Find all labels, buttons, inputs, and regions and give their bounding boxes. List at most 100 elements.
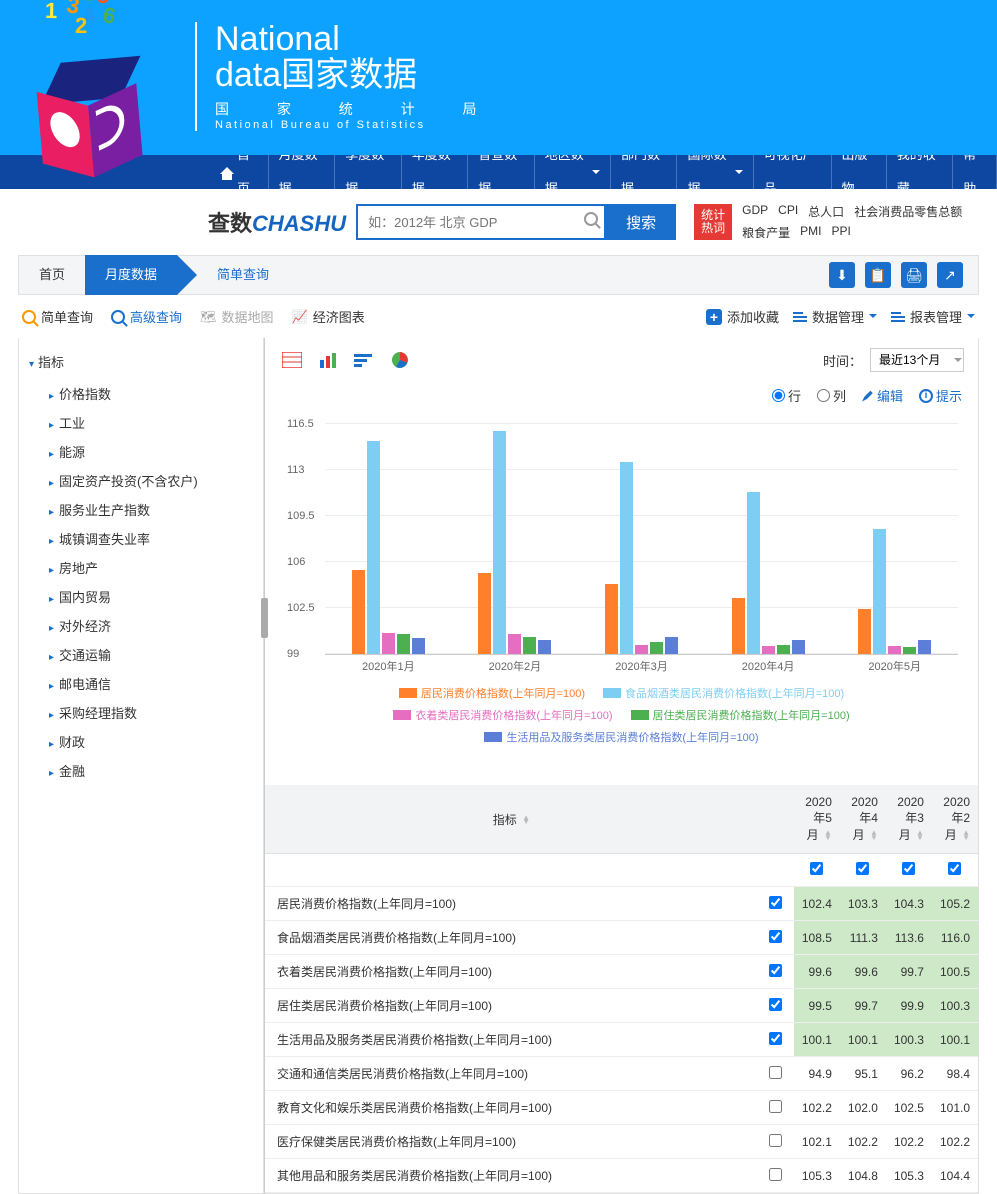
econ-chart-tool[interactable]: 📈经济图表 <box>292 307 365 326</box>
column-checkbox[interactable] <box>948 862 961 875</box>
search-input[interactable] <box>356 204 606 240</box>
legend-swatch <box>393 710 411 720</box>
y-axis-label: 116.5 <box>287 418 314 430</box>
sidebar-item[interactable]: 服务业生产指数 <box>49 495 253 524</box>
hot-word-link[interactable]: 总人口 <box>808 203 844 220</box>
table-row: 衣着类居民消费价格指数(上年同月=100)99.699.699.7100.5 <box>265 955 978 989</box>
edit-button[interactable]: 编辑 <box>862 386 903 405</box>
sidebar-root[interactable]: 指标 <box>29 352 253 371</box>
legend-item[interactable]: 食品烟酒类居民消费价格指数(上年同月=100) <box>603 685 844 701</box>
home-icon <box>220 166 234 178</box>
bar <box>888 646 901 654</box>
breadcrumb-current[interactable]: 月度数据 <box>85 255 177 295</box>
row-checkbox[interactable] <box>769 1032 782 1045</box>
hot-word-link[interactable]: 社会消费品零售总额 <box>854 203 962 220</box>
sidebar-item[interactable]: 金融 <box>49 756 253 785</box>
sidebar-item[interactable]: 工业 <box>49 408 253 437</box>
nav-item[interactable]: 季度数据 <box>335 155 402 189</box>
row-checkbox[interactable] <box>769 1100 782 1113</box>
hot-word-link[interactable]: GDP <box>742 203 768 220</box>
row-checkbox[interactable] <box>769 1134 782 1147</box>
search-icon <box>111 310 125 324</box>
row-radio[interactable]: 行 <box>772 386 801 405</box>
table-header[interactable]: 2020年2月 ▲▼ <box>932 785 978 854</box>
list-icon <box>891 312 905 322</box>
sidebar-item[interactable]: 国内贸易 <box>49 582 253 611</box>
nav-item[interactable]: 帮助 <box>953 155 997 189</box>
legend-item[interactable]: 居住类居民消费价格指数(上年同月=100) <box>631 707 850 723</box>
list-view-icon[interactable] <box>281 350 303 370</box>
sidebar-item[interactable]: 固定资产投资(不含农户) <box>49 466 253 495</box>
sidebar-item[interactable]: 房地产 <box>49 553 253 582</box>
bar <box>382 633 395 654</box>
nav-item[interactable]: 地区数据 <box>535 155 611 189</box>
legend-item[interactable]: 居民消费价格指数(上年同月=100) <box>399 685 585 701</box>
search-button[interactable]: 搜索 <box>606 204 676 240</box>
breadcrumb-home[interactable]: 首页 <box>19 255 85 295</box>
download-icon[interactable]: ⬇ <box>829 262 855 288</box>
nav-item[interactable]: 首页 <box>210 155 269 189</box>
report-mgmt-tool[interactable]: 报表管理 <box>891 307 975 326</box>
resize-handle[interactable] <box>261 598 268 638</box>
hot-word-link[interactable]: CPI <box>778 203 798 220</box>
col-radio[interactable]: 列 <box>817 386 846 405</box>
value-cell: 99.5 <box>794 989 840 1023</box>
table-row: 交通和通信类居民消费价格指数(上年同月=100)94.995.196.298.4 <box>265 1057 978 1091</box>
sort-icon[interactable] <box>353 350 375 370</box>
row-checkbox[interactable] <box>769 998 782 1011</box>
data-map-tool[interactable]: 🗺数据地图 <box>200 307 274 326</box>
bar <box>858 609 871 654</box>
row-checkbox[interactable] <box>769 1168 782 1181</box>
legend-swatch <box>399 688 417 698</box>
time-select[interactable]: 最近13个月 <box>870 348 964 372</box>
nav-item[interactable]: 国际数据 <box>677 155 753 189</box>
hot-word-link[interactable]: PMI <box>800 224 821 241</box>
sidebar-item[interactable]: 能源 <box>49 437 253 466</box>
table-checkbox-row <box>265 854 978 887</box>
data-mgmt-tool[interactable]: 数据管理 <box>793 307 877 326</box>
sidebar-item[interactable]: 城镇调查失业率 <box>49 524 253 553</box>
legend-item[interactable]: 生活用品及服务类居民消费价格指数(上年同月=100) <box>484 729 758 745</box>
simple-query-tool[interactable]: 简单查询 <box>22 307 93 326</box>
sidebar-item[interactable]: 邮电通信 <box>49 669 253 698</box>
adv-query-tool[interactable]: 高级查询 <box>111 307 182 326</box>
nav-item[interactable]: 年度数据 <box>402 155 469 189</box>
sidebar-item[interactable]: 交通运输 <box>49 640 253 669</box>
sidebar-item[interactable]: 价格指数 <box>49 379 253 408</box>
bar-chart-icon[interactable] <box>317 350 339 370</box>
chevron-down-icon <box>592 170 600 178</box>
row-checkbox[interactable] <box>769 896 782 909</box>
column-checkbox[interactable] <box>810 862 823 875</box>
nav-item[interactable]: 部门数据 <box>611 155 678 189</box>
value-cell: 99.9 <box>886 989 932 1023</box>
hint-button[interactable]: i提示 <box>919 386 962 405</box>
nav-item[interactable]: 普查数据 <box>468 155 535 189</box>
copy-icon[interactable]: 📋 <box>865 262 891 288</box>
hot-word-link[interactable]: 粮食产量 <box>742 224 790 241</box>
sidebar-item[interactable]: 财政 <box>49 727 253 756</box>
share-icon[interactable]: ↗ <box>937 262 963 288</box>
hot-word-link[interactable]: PPI <box>832 224 851 241</box>
nav-item[interactable]: 我的收藏 <box>887 155 954 189</box>
title-line2: data国家数据 <box>215 56 417 94</box>
table-header-indicator[interactable]: 指标 ▲▼ <box>265 785 758 854</box>
nav-item[interactable]: 月度数据 <box>269 155 336 189</box>
bar <box>605 584 618 654</box>
pie-chart-icon[interactable] <box>389 350 411 370</box>
row-checkbox[interactable] <box>769 930 782 943</box>
table-header[interactable]: 2020年4月 ▲▼ <box>840 785 886 854</box>
add-favorite-tool[interactable]: +添加收藏 <box>706 307 779 326</box>
row-checkbox[interactable] <box>769 964 782 977</box>
nav-item[interactable]: 出版物 <box>832 155 887 189</box>
table-header[interactable]: 2020年5月 ▲▼ <box>794 785 840 854</box>
row-checkbox[interactable] <box>769 1066 782 1079</box>
column-checkbox[interactable] <box>902 862 915 875</box>
sidebar-item[interactable]: 对外经济 <box>49 611 253 640</box>
table-header[interactable]: 2020年3月 ▲▼ <box>886 785 932 854</box>
nav-item[interactable]: 可视化产品 <box>754 155 832 189</box>
time-label: 时间： <box>823 351 862 370</box>
legend-item[interactable]: 衣着类居民消费价格指数(上年同月=100) <box>393 707 612 723</box>
sidebar-item[interactable]: 采购经理指数 <box>49 698 253 727</box>
column-checkbox[interactable] <box>856 862 869 875</box>
print-icon[interactable]: 🖨 <box>901 262 927 288</box>
